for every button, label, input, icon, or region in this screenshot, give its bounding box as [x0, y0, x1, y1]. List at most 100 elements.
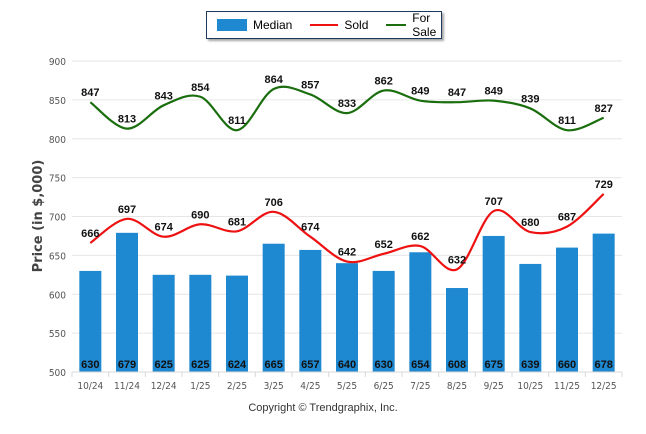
legend-label-sold: Sold	[344, 18, 369, 32]
median-bar	[152, 274, 175, 372]
x-tick-label: 11/25	[554, 381, 580, 392]
y-tick-label: 500	[49, 368, 66, 379]
median-bar-label: 625	[154, 359, 172, 371]
forsale-swatch-icon	[386, 24, 407, 26]
median-bar	[189, 274, 212, 372]
sold-swatch-icon	[310, 24, 339, 26]
forsale-point-label: 862	[374, 76, 392, 88]
forsale-point-label: 849	[484, 86, 502, 98]
median-bar-label: 665	[264, 359, 282, 371]
sold-point-label: 690	[191, 209, 209, 221]
y-axis-label: Price (in $,000)	[31, 160, 46, 273]
median-bar	[226, 275, 248, 372]
median-bar-label: 679	[118, 359, 136, 371]
sold-point-label: 674	[301, 222, 320, 234]
median-bar	[299, 249, 322, 372]
median-bar	[116, 232, 138, 372]
median-bar-label: 654	[411, 359, 430, 371]
sold-point-label: 707	[484, 196, 502, 208]
median-bar-label: 630	[374, 359, 392, 371]
sold-line	[89, 193, 605, 272]
median-bar-label: 630	[81, 359, 99, 371]
sold-point-label: 662	[411, 231, 429, 243]
median-bar	[336, 263, 358, 372]
x-tick-label: 10/24	[77, 381, 103, 392]
x-tick-label: 11/24	[114, 381, 140, 392]
x-axis: 10/24 11/24 12/24 1/25 2/25 3/25 4/25 5/25 6/25 7…	[71, 371, 623, 392]
y-tick-label: 600	[49, 290, 66, 301]
sold-point-label: 652	[374, 239, 392, 251]
median-bar-labels: 630 679 625 625 624 665 657 640 630 654 608 675 639 6…	[81, 359, 613, 371]
median-bars	[79, 232, 615, 372]
legend-label-median: Median	[253, 18, 293, 32]
x-tick-label: 6/25	[374, 381, 394, 392]
copyright-text: Copyright © Trendgraphix, Inc.	[248, 402, 398, 414]
median-bar	[446, 288, 468, 372]
x-tick-label: 9/25	[484, 381, 504, 392]
median-swatch-icon	[217, 19, 247, 31]
forsale-point-label: 847	[448, 87, 466, 99]
sold-point-label: 680	[521, 217, 539, 229]
x-tick-label: 1/25	[190, 381, 210, 392]
median-bar	[79, 270, 102, 372]
forsale-point-label: 839	[521, 93, 539, 105]
legend-label-forsale: For Sale	[412, 11, 437, 39]
forsale-line	[89, 85, 605, 132]
median-bar-label: 639	[521, 359, 539, 371]
legend-item-sold[interactable]: Sold	[310, 18, 368, 32]
y-axis-ticks: 500 550 600 650 700 750 800 850 900	[49, 57, 66, 379]
median-bar-label: 625	[191, 359, 209, 371]
series-lines	[89, 85, 605, 272]
x-tick-label: 12/25	[591, 381, 617, 392]
x-tick-label: 10/25	[517, 381, 543, 392]
sold-point-label: 706	[264, 197, 282, 209]
legend-item-forsale[interactable]: For Sale	[386, 11, 444, 39]
median-bar	[482, 235, 505, 372]
y-tick-label: 850	[49, 96, 66, 107]
sold-point-label: 687	[558, 212, 576, 224]
forsale-point-label: 847	[81, 87, 99, 99]
legend-item-median[interactable]: Median	[217, 18, 292, 32]
legend: Median Sold For Sale	[206, 11, 442, 39]
median-bar-label: 608	[448, 359, 466, 371]
forsale-point-label: 811	[228, 115, 246, 127]
x-tick-label: 8/25	[447, 381, 467, 392]
sold-point-label: 697	[118, 204, 136, 216]
y-tick-label: 900	[49, 57, 66, 68]
median-bar	[556, 247, 578, 372]
sold-point-label: 681	[228, 216, 246, 228]
y-tick-label: 800	[49, 135, 66, 146]
series-line-labels: 666 697 674 690 681 706 674 642 652 662 632 707 680 6…	[81, 74, 613, 266]
y-tick-label: 700	[49, 213, 66, 224]
forsale-point-label: 854	[191, 82, 210, 94]
median-bar-label: 640	[338, 359, 356, 371]
sold-point-label: 674	[154, 222, 173, 234]
forsale-point-label: 827	[594, 103, 612, 115]
forsale-point-label: 813	[118, 114, 136, 126]
median-bar-label: 678	[594, 359, 612, 371]
median-bar-label: 675	[484, 359, 502, 371]
sold-point-label: 642	[338, 247, 356, 259]
median-bar	[409, 252, 432, 372]
forsale-point-label: 849	[411, 86, 429, 98]
x-tick-label: 2/25	[227, 381, 247, 392]
median-bar-label: 660	[558, 359, 576, 371]
x-tick-label: 5/25	[337, 381, 357, 392]
forsale-point-label: 811	[558, 115, 576, 127]
x-tick-label: 4/25	[300, 381, 320, 392]
x-tick-label: 7/25	[410, 381, 430, 392]
forsale-point-label: 864	[264, 74, 283, 86]
y-tick-label: 650	[49, 251, 66, 262]
x-tick-label: 12/24	[151, 381, 177, 392]
median-bar	[262, 243, 285, 372]
median-bar	[519, 263, 542, 372]
forsale-point-label: 857	[301, 79, 319, 91]
y-tick-label: 550	[49, 329, 66, 340]
median-bar	[592, 233, 615, 372]
forsale-point-label: 833	[338, 98, 356, 110]
x-tick-label: 3/25	[264, 381, 284, 392]
median-bar-label: 657	[301, 359, 319, 371]
sold-point-label: 729	[594, 179, 612, 191]
median-bar-label: 624	[228, 359, 247, 371]
